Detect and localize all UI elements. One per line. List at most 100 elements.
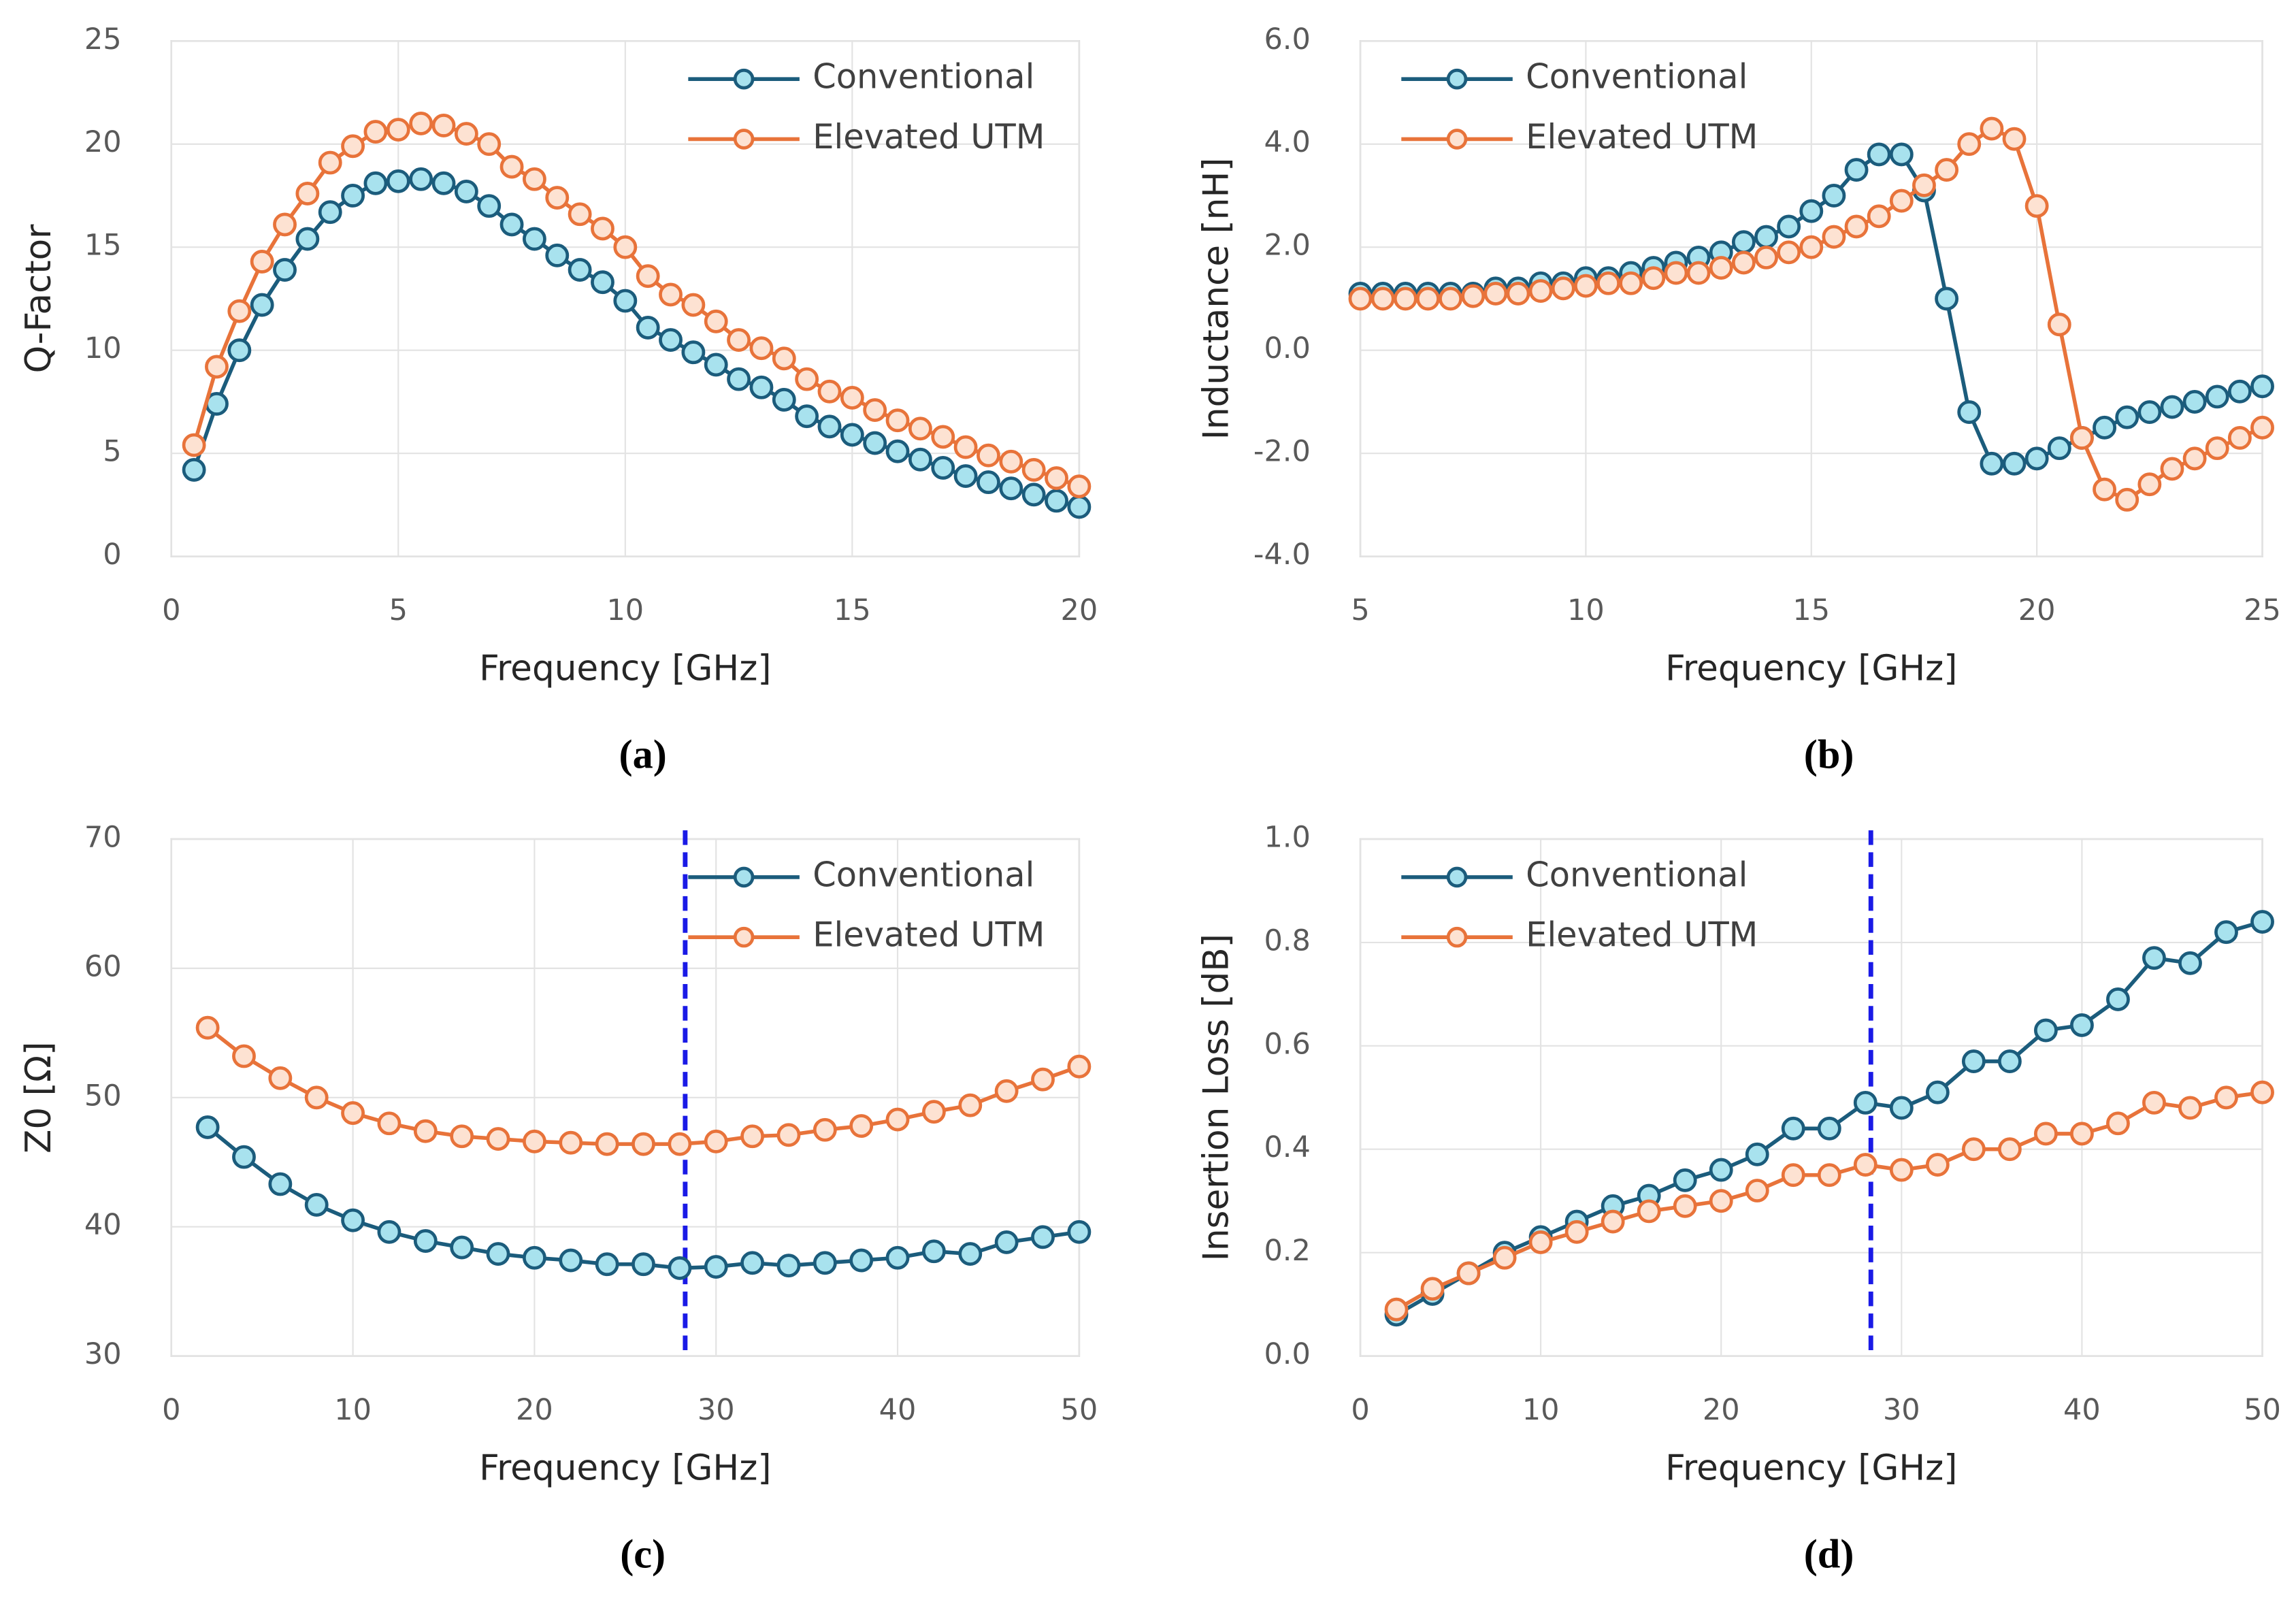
data-point: [2214, 1085, 2238, 1110]
data-point: [431, 171, 456, 195]
data-point: [522, 1245, 546, 1270]
data-point: [1551, 276, 1575, 301]
data-point: [545, 186, 570, 210]
y-tick-label: 1.0: [1264, 820, 1310, 854]
data-point: [1031, 1067, 1055, 1092]
data-point: [2214, 920, 2238, 945]
data-point: [2205, 384, 2229, 409]
data-point: [840, 423, 864, 447]
data-point: [1067, 1054, 1092, 1079]
data-point: [273, 258, 297, 282]
data-point: [817, 379, 842, 404]
data-point: [295, 227, 320, 251]
data-point: [908, 416, 932, 441]
data-point: [559, 1130, 583, 1155]
data-point: [486, 1127, 510, 1151]
data-point: [1686, 261, 1711, 285]
data-point: [1021, 482, 1046, 507]
data-point: [2250, 415, 2274, 440]
x-tick-label: 40: [879, 1393, 917, 1427]
data-point: [2047, 312, 2071, 337]
y-tick-label: 0.4: [1264, 1130, 1310, 1164]
data-point: [227, 338, 252, 363]
data-point: [522, 167, 546, 191]
y-tick-label: 30: [84, 1337, 122, 1371]
data-point: [2137, 400, 2162, 425]
y-tick-label: 50: [84, 1079, 122, 1113]
x-tick-label: 40: [2063, 1393, 2101, 1427]
data-point: [295, 182, 320, 206]
data-point: [1709, 1189, 1733, 1213]
data-point: [304, 1192, 329, 1217]
data-point: [499, 212, 524, 237]
y-tick-label: 40: [84, 1208, 122, 1242]
data-point: [1483, 281, 1508, 306]
data-point: [1528, 279, 1553, 304]
data-point: [2002, 127, 2027, 151]
data-point: [363, 120, 388, 144]
data-point: [958, 1242, 983, 1266]
data-point: [205, 355, 229, 379]
y-tick-label: 0.2: [1264, 1234, 1310, 1268]
data-point: [636, 315, 660, 340]
data-point: [749, 336, 774, 361]
data-point: [1777, 240, 1801, 265]
x-axis-title: Frequency [GHz]: [1665, 649, 1957, 689]
data-point: [318, 150, 342, 175]
data-point: [386, 118, 410, 142]
data-point: [795, 404, 819, 429]
data-point: [195, 1015, 220, 1040]
data-point: [953, 464, 978, 488]
data-point: [409, 112, 433, 135]
data-point: [727, 367, 751, 391]
y-tick-label: -2.0: [1253, 435, 1311, 469]
data-point: [386, 169, 410, 193]
data-point: [1912, 173, 1936, 197]
data-point: [1637, 1199, 1661, 1224]
legend-label: Conventional: [813, 855, 1034, 894]
data-point: [1889, 142, 1914, 167]
data-point: [1528, 1230, 1553, 1254]
data-point: [477, 132, 502, 157]
data-point: [341, 134, 365, 159]
data-point: [1021, 458, 1046, 482]
data-point: [863, 431, 887, 455]
data-point: [1777, 214, 1801, 239]
data-point: [1731, 230, 1756, 255]
data-point: [1817, 1163, 1841, 1188]
data-point: [2182, 446, 2207, 471]
data-point: [477, 194, 502, 218]
data-point: [182, 433, 206, 457]
data-point: [2002, 451, 2027, 476]
data-point: [1709, 256, 1733, 280]
data-point: [1673, 1194, 1697, 1218]
data-point: [1997, 1049, 2022, 1074]
data-point: [1601, 1209, 1625, 1234]
y-axis-title: Z0 [Ω]: [18, 1042, 59, 1153]
data-point: [1506, 281, 1530, 306]
legend-marker: [1446, 866, 1468, 888]
data-point: [454, 122, 478, 146]
legend-label: Conventional: [1526, 57, 1748, 97]
data-point: [1781, 1163, 1805, 1188]
data-point: [885, 408, 910, 433]
data-point: [304, 1085, 329, 1110]
data-point: [681, 293, 706, 317]
data-point: [1709, 1158, 1733, 1182]
data-point: [1348, 287, 1373, 311]
data-point: [999, 449, 1023, 474]
data-point: [1492, 1245, 1517, 1270]
data-point: [1393, 287, 1417, 311]
data-point: [2182, 390, 2207, 414]
data-point: [1957, 400, 1982, 425]
data-point: [2047, 436, 2071, 461]
x-tick-label: 20: [516, 1393, 553, 1427]
data-point: [2227, 426, 2252, 450]
data-point: [377, 1220, 401, 1244]
data-point: [668, 1132, 692, 1156]
data-point: [2160, 395, 2184, 419]
data-point: [1067, 1220, 1092, 1244]
x-tick-label: 0: [1351, 1393, 1369, 1427]
x-tick-label: 15: [834, 593, 871, 627]
data-point: [409, 167, 433, 191]
